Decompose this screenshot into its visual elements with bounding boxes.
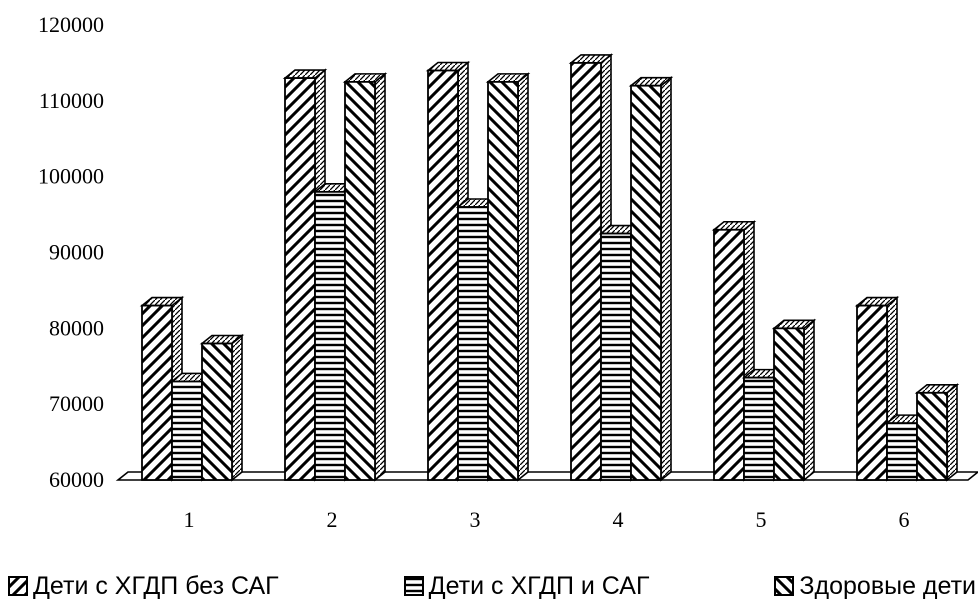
legend-item-series-2: Дети с ХГДП и САГ [403,571,650,601]
floor-plane [115,471,978,481]
bar [771,318,817,482]
y-tick-label: 90000 [49,240,104,265]
legend-label-series-2: Дети с ХГДП и САГ [428,571,650,600]
y-tick-label: 100000 [38,164,104,189]
x-tick-label: 4 [613,507,624,532]
y-tick-label: 80000 [49,315,104,340]
bar [628,76,674,482]
bar [914,383,960,482]
legend-label-series-3: Здоровые дети [799,571,976,600]
legend-item-series-1: Дети с ХГДП без САГ [8,572,279,601]
bar [199,333,245,482]
x-tick-label: 6 [899,507,910,532]
bar [342,72,388,482]
y-tick-label: 60000 [49,467,104,492]
legend-swatch-diagonal-icon [8,576,28,596]
legend-swatch-horizontal-icon [403,576,424,596]
legend-item-series-3: Здоровые дети [774,572,976,601]
x-axis-tick-labels: 1 2 3 4 5 6 [184,507,910,532]
x-tick-label: 1 [184,507,195,532]
legend-swatch-diagonal-down-icon [774,576,795,596]
y-tick-label: 70000 [49,391,104,416]
y-axis: 60000 70000 80000 90000 100000 110000 120000 [38,12,104,492]
x-tick-label: 3 [470,507,481,532]
bar [711,220,757,482]
chart-floor [115,471,978,481]
bar [568,53,614,482]
legend-label-series-1: Дети с ХГДП без САГ [33,571,279,600]
y-tick-label: 120000 [38,12,104,37]
bar [485,72,531,482]
legend: Дети с ХГДП без САГ Дети с ХГДП и САГ Зд… [8,566,976,606]
x-tick-label: 5 [756,507,767,532]
bars [139,53,960,482]
y-tick-label: 110000 [39,88,104,113]
bar-chart: 60000 70000 80000 90000 100000 110000 120000 1… [38,12,978,532]
x-tick-label: 2 [327,507,338,532]
